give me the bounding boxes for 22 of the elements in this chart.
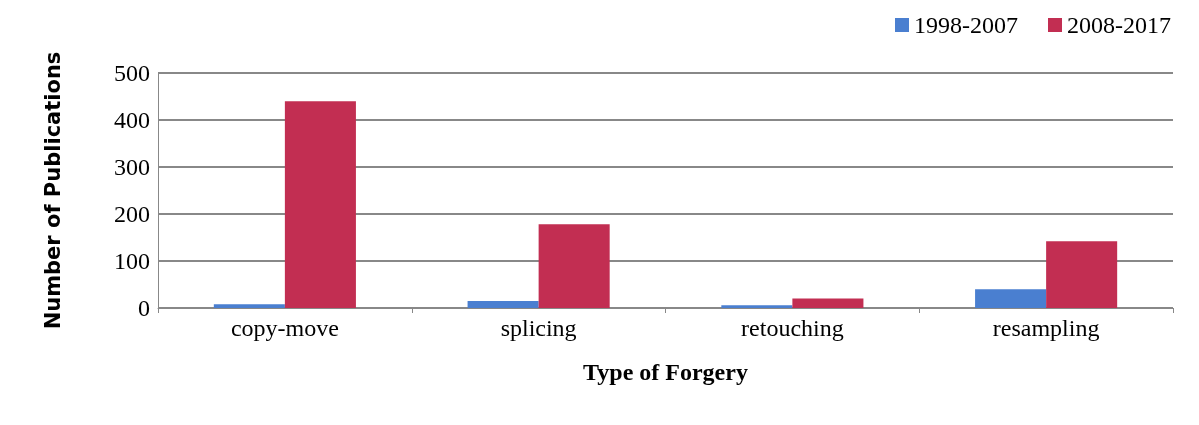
y-tick-label: 200	[114, 201, 150, 227]
x-axis-title: Type of Forgery	[583, 359, 748, 385]
x-tick-label: resampling	[992, 315, 1100, 341]
x-tick-label: retouching	[741, 315, 844, 341]
bar	[213, 304, 285, 308]
x-tick-label: copy-move	[230, 315, 339, 341]
bar	[721, 305, 793, 308]
bar	[538, 224, 610, 308]
y-tick-label: 300	[114, 154, 150, 180]
x-tick-label: splicing	[500, 315, 577, 341]
y-tick-label: 100	[114, 248, 150, 274]
legend-label: 2008-2017	[1067, 12, 1172, 38]
y-tick-label: 0	[138, 295, 150, 321]
y-tick-label: 500	[114, 60, 150, 86]
bar	[284, 101, 356, 308]
legend-label: 1998-2007	[914, 12, 1019, 38]
bar	[792, 298, 864, 308]
y-tick-label: 400	[114, 107, 150, 133]
bar	[975, 289, 1047, 308]
bar	[467, 300, 539, 308]
y-axis-title: Number of Publications	[40, 51, 65, 330]
bar	[1046, 241, 1118, 308]
